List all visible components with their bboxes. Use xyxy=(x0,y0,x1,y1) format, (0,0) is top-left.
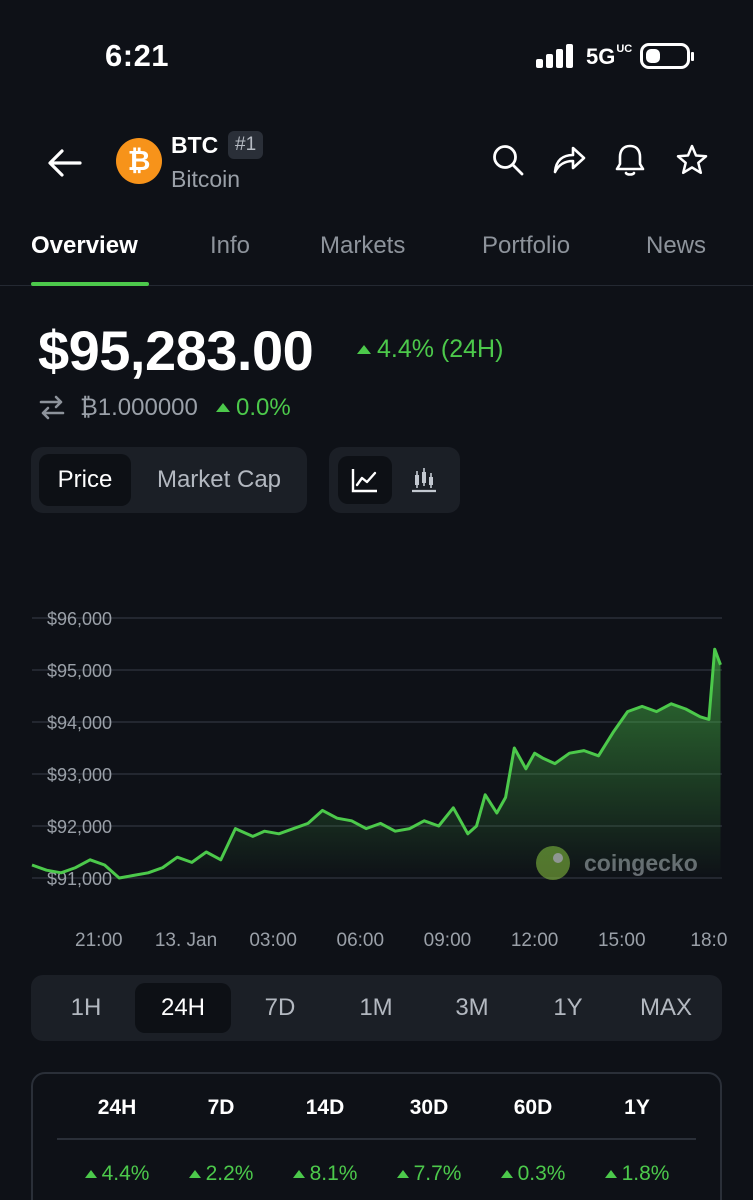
coin-name: Bitcoin xyxy=(171,166,241,192)
current-price: $95,283.00 xyxy=(38,319,314,382)
tab-bar: Overview Info Markets Portfolio News xyxy=(0,222,753,286)
candlestick-icon xyxy=(412,468,436,493)
price-chart[interactable]: $96,000 $95,000 $94,000 $93,000 $92,000 $91,0… xyxy=(0,590,753,960)
signal-icon xyxy=(536,44,574,68)
range-1h[interactable]: 1H xyxy=(70,994,102,1021)
swap-arrows-icon xyxy=(39,395,65,420)
price-toggle[interactable]: Price xyxy=(39,454,131,506)
search-icon[interactable] xyxy=(490,142,526,178)
performance-table: 24H 7D 14D 30D 60D 1Y 4.4% 2.2% 8.1% 7.7… xyxy=(31,1072,722,1200)
status-bar: 6:21 5GUC xyxy=(0,0,753,110)
perf-header-1y: 1Y xyxy=(624,1096,650,1119)
x-tick-label: 13. Jan xyxy=(155,930,217,951)
price-change-24h: 4.4% (24H) xyxy=(357,335,503,364)
tab-markets[interactable]: Markets xyxy=(320,232,406,259)
up-triangle-icon xyxy=(357,345,371,354)
back-arrow-icon[interactable] xyxy=(44,142,86,184)
share-icon[interactable] xyxy=(551,142,587,178)
coin-header: ₿ BTC #1 Bitcoin xyxy=(0,120,753,200)
perf-header-14d: 14D xyxy=(305,1096,345,1119)
coin-symbol: BTC xyxy=(171,132,219,158)
perf-header-60d: 60D xyxy=(513,1096,553,1119)
x-tick-label: 18:0 xyxy=(690,930,727,951)
line-chart-icon xyxy=(351,469,377,493)
y-tick-label: $93,000 xyxy=(47,765,112,785)
bell-icon[interactable] xyxy=(612,142,648,178)
range-24h[interactable]: 24H xyxy=(135,983,231,1033)
y-tick-label: $92,000 xyxy=(47,817,112,837)
chart-metric-toggle: Price Market Cap xyxy=(31,447,307,513)
candlestick-chart-toggle[interactable] xyxy=(397,456,451,504)
price-chart-svg: $96,000$95,000$94,000$93,000$92,000$91,0… xyxy=(31,609,727,951)
rank-badge: #1 xyxy=(228,131,264,159)
tab-portfolio[interactable]: Portfolio xyxy=(482,232,571,259)
active-tab-indicator xyxy=(31,282,149,286)
perf-value-14d: 8.1% xyxy=(273,1162,377,1186)
status-time: 6:21 xyxy=(105,38,170,73)
y-tick-label: $96,000 xyxy=(47,609,112,629)
perf-header-24h: 24H xyxy=(97,1096,137,1119)
tab-news[interactable]: News xyxy=(646,232,707,259)
chart-style-toggle xyxy=(329,447,460,513)
range-max[interactable]: MAX xyxy=(639,994,692,1021)
y-tick-label: $94,000 xyxy=(47,713,112,733)
battery-icon xyxy=(640,43,694,69)
perf-header-7d: 7D xyxy=(207,1096,235,1119)
perf-value-24h: 4.4% xyxy=(65,1162,169,1186)
y-tick-label: $95,000 xyxy=(47,661,112,681)
time-range-selector: 1H 24H 7D 1M 3M 1Y MAX xyxy=(31,975,722,1041)
x-tick-label: 03:00 xyxy=(249,930,297,951)
x-tick-label: 12:00 xyxy=(511,930,559,951)
x-tick-label: 15:00 xyxy=(598,930,646,951)
up-triangle-icon xyxy=(216,403,230,412)
perf-header-30d: 30D xyxy=(409,1096,449,1119)
bitcoin-logo-icon: ₿ xyxy=(116,138,162,184)
perf-divider xyxy=(57,1138,696,1140)
range-1m[interactable]: 1M xyxy=(359,994,393,1021)
tab-overview[interactable]: Overview xyxy=(31,232,138,259)
price-area xyxy=(32,649,721,878)
x-tick-label: 06:00 xyxy=(337,930,385,951)
line-chart-toggle[interactable] xyxy=(338,456,392,504)
tab-info[interactable]: Info xyxy=(210,232,251,259)
range-7d[interactable]: 7D xyxy=(264,994,296,1021)
x-tick-label: 09:00 xyxy=(424,930,472,951)
btc-conversion-change: 0.0% xyxy=(216,394,291,422)
perf-value-30d: 7.7% xyxy=(377,1162,481,1186)
perf-value-1y: 1.8% xyxy=(585,1162,689,1186)
price-line xyxy=(31,647,722,880)
range-3m[interactable]: 3M xyxy=(455,994,489,1021)
perf-value-60d: 0.3% xyxy=(481,1162,585,1186)
range-1y[interactable]: 1Y xyxy=(553,994,583,1021)
market-cap-toggle[interactable]: Market Cap xyxy=(156,466,282,493)
perf-value-7d: 2.2% xyxy=(169,1162,273,1186)
star-icon[interactable] xyxy=(674,142,710,178)
btc-conversion-value: ₿1.000000 xyxy=(80,394,198,421)
network-indicator: 5GUC xyxy=(586,43,633,70)
x-tick-label: 21:00 xyxy=(75,930,123,951)
